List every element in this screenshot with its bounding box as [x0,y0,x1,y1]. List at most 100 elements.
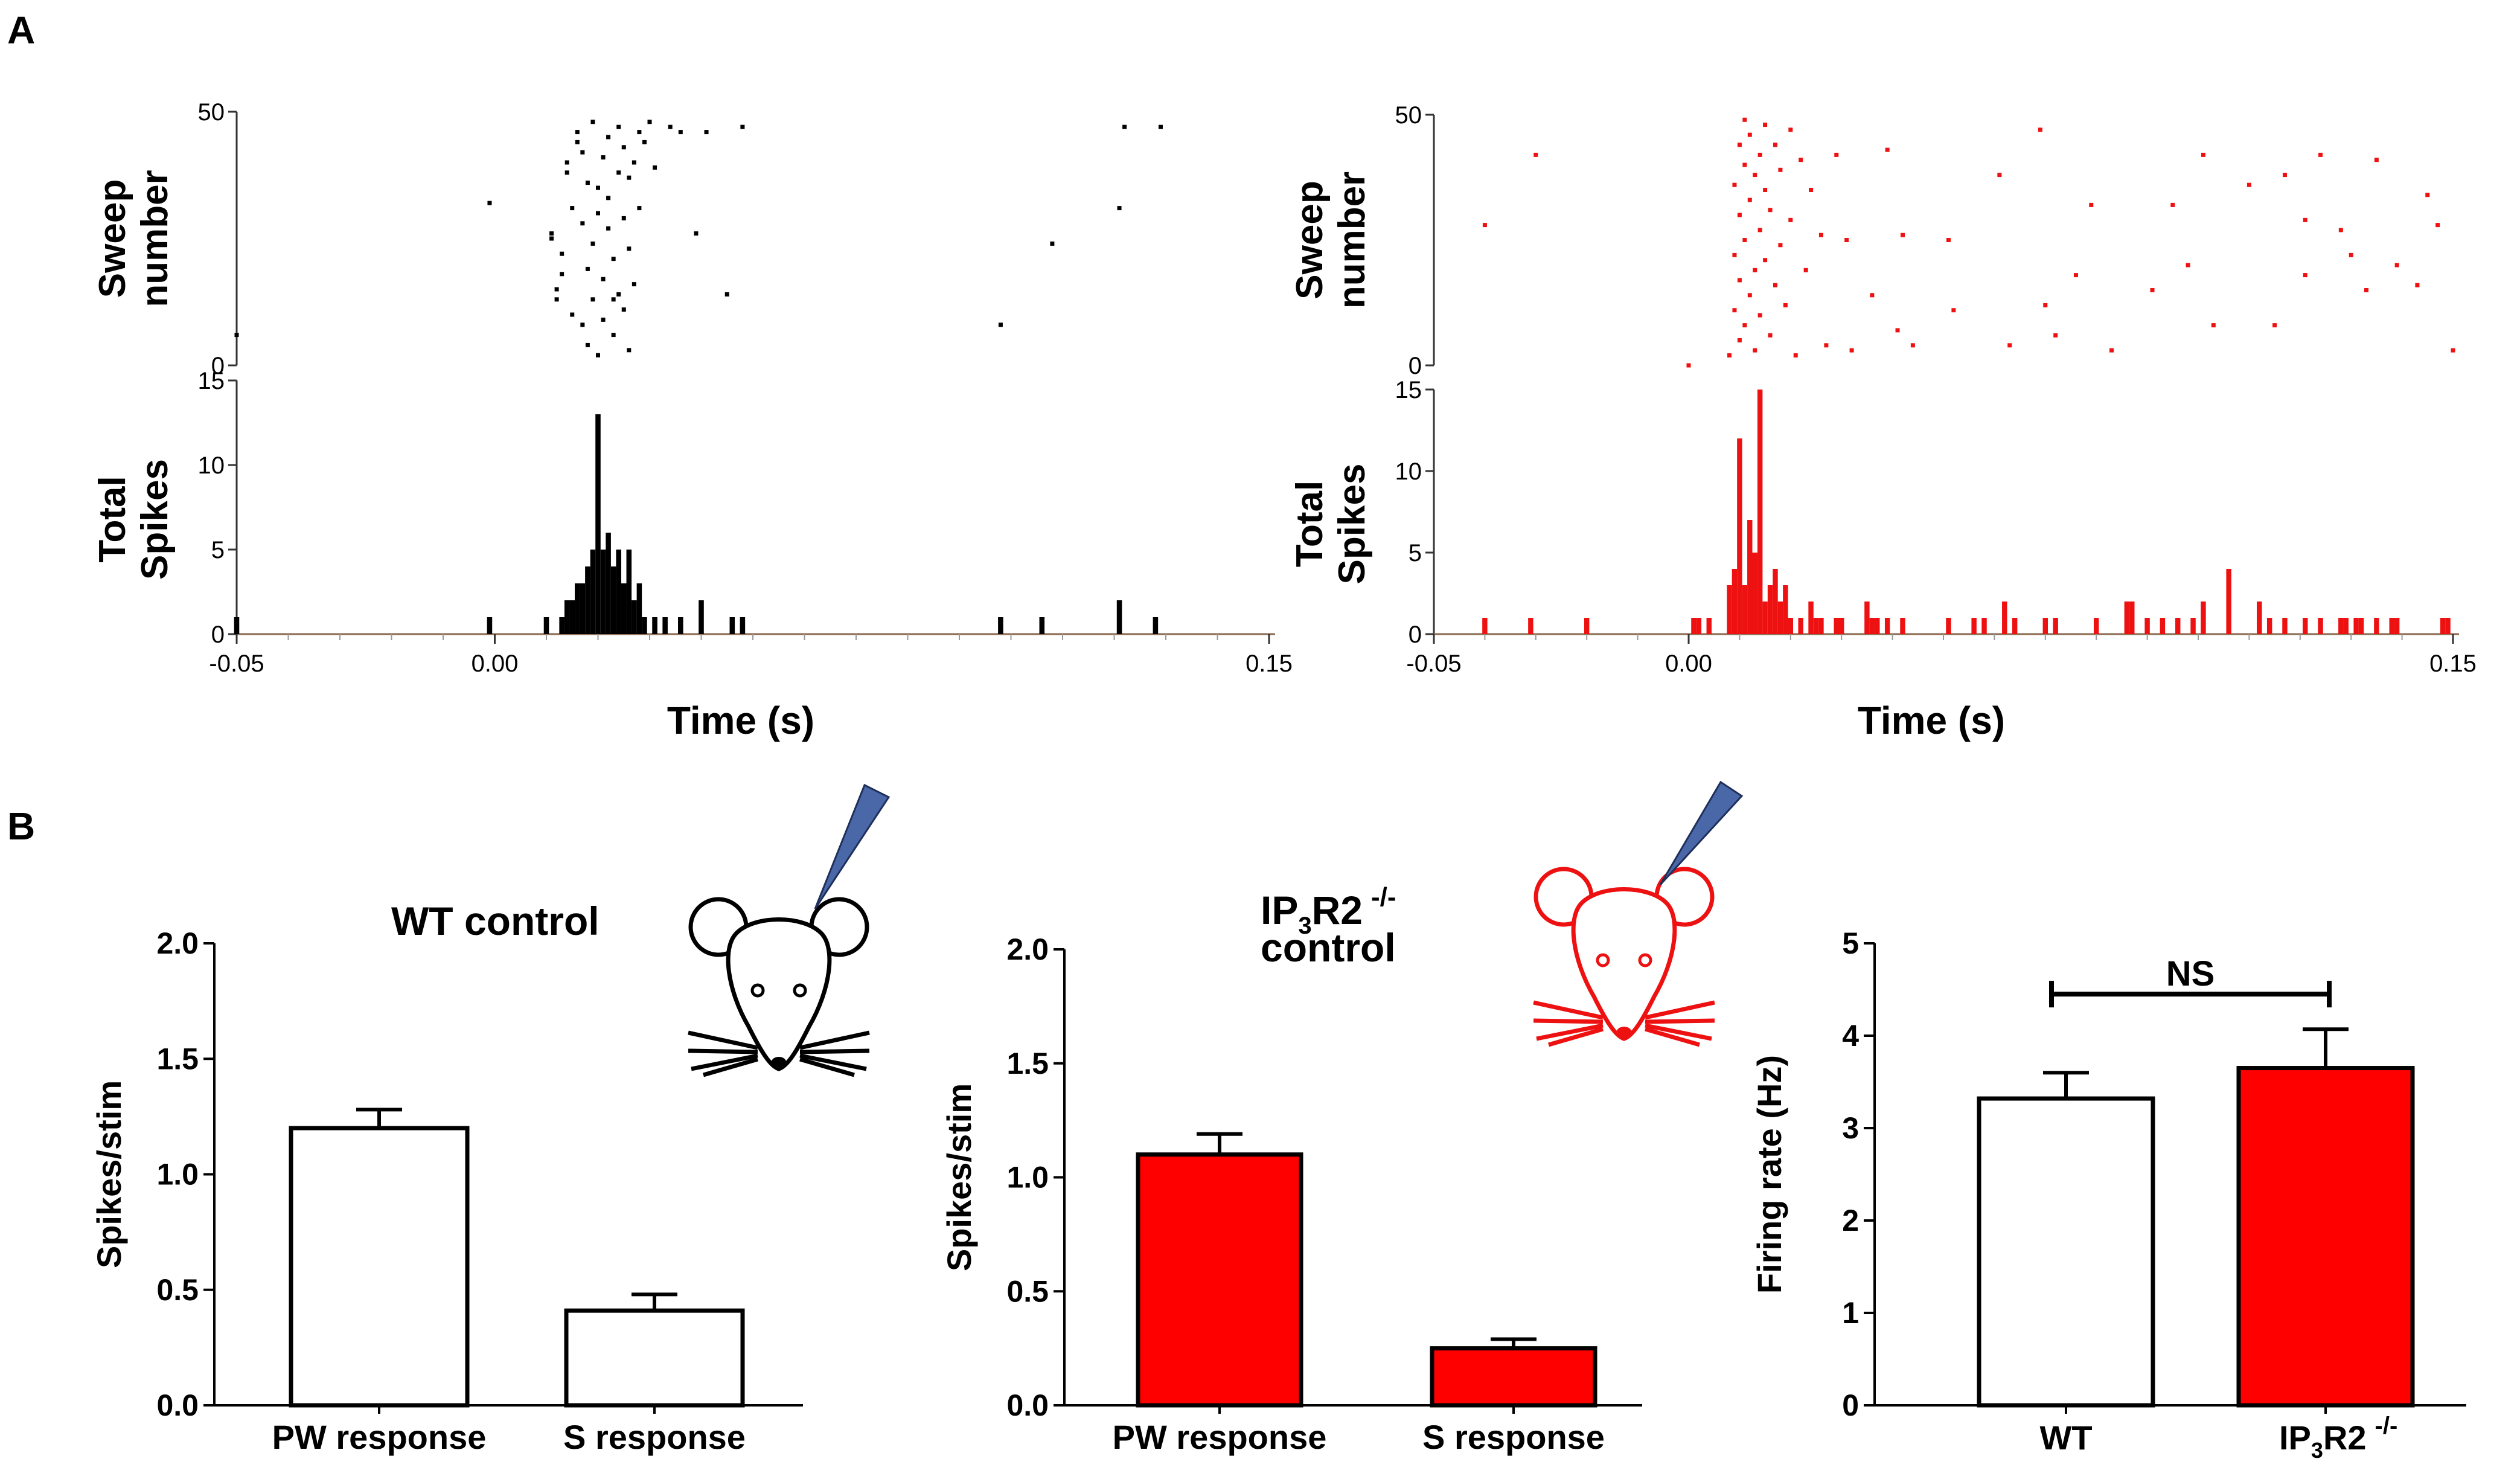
hist_wt-bar [234,617,240,634]
hist_ko-bar [2318,618,2323,634]
raster_wt-spike-dot [606,226,611,231]
raster_wt-spike-dot [611,257,616,261]
ko-title-r2: R2 [1312,888,1363,932]
raster_wt-spike-dot [998,322,1003,327]
bar_ko-y-tick-label: 1.0 [1006,1161,1049,1195]
raster_wt-spike-dot [590,120,595,124]
raster_ko-y-tick-label: 0 [1409,353,1422,379]
raster_ko-spike-dot [2338,228,2343,233]
hist_ko-bar [2129,601,2135,634]
raster_ko-spike-dot [2272,323,2277,328]
bar_rate-ylabel: Firing rate (Hz) [1750,1055,1788,1294]
bar_wt-y-tick-label: 0.5 [156,1273,199,1307]
hist_ko-bar [1732,569,1738,634]
bar_rate-ko-label-part: R2 [2323,1419,2367,1457]
hist_ko-x-tick-label: -0.05 [1406,650,1461,677]
raster_ko-spike-dot [1773,143,1777,147]
hist_wt-bar [616,550,621,634]
hist_ko-bar [2002,601,2007,634]
raster_wt-spike-dot [234,333,239,338]
panel-label-a: A [7,8,35,52]
raster_wt-spike-dot [616,170,621,175]
raster_wt-spike-dot [580,150,585,155]
hist_wt-bar [652,617,657,634]
raster_ko-ylabel-1: Sweep [1289,181,1331,299]
hist_wt-bar [662,617,668,634]
bar_ko-x-tick-label: S response [1422,1418,1605,1456]
raster_ko-spike-dot [1997,173,2002,178]
raster_ko-spike-dot [1732,308,1737,313]
raster_ko-spike-dot [1753,268,1757,272]
raster_ko-spike-dot [1778,167,1783,172]
hist_ko-bar [1691,618,1697,634]
bar_rate-y-tick-label: 4 [1842,1019,1859,1053]
raster_ko-spike-dot [2303,273,2307,278]
hist_wt-y-tick-label: 15 [198,368,225,394]
hist_ko-bar [2201,601,2206,634]
hist_ko-bar [2124,601,2130,634]
raster_wt-spike-dot [564,170,569,175]
raster_wt-spike-dot [621,145,626,150]
raster_ko-spike-dot [1727,353,1732,358]
raster_ko-spike-dot [1747,293,1752,298]
raster_wt-spike-dot [585,181,590,185]
raster_ko-spike-dot [2247,182,2251,187]
raster_wt-spike-dot [575,140,580,144]
raster_ko-spike-dot [1533,152,1538,157]
raster_ko-spike-dot [2282,173,2287,178]
panel-b: 0.0 0.5 1.0 1.5 2.0 Spikes/stim PW response S r… [90,926,2466,1463]
raster_wt-y-tick-label: 50 [198,99,225,126]
hist_wt-xlabel: Time (s) [667,699,814,742]
raster_ko-spike-dot [1742,238,1747,242]
hist_ko-bar [1838,618,1844,634]
hist_ko-bar [1773,569,1778,634]
raster_wt-spike-dot [637,130,642,135]
raster_ko-spike-dot [1482,223,1487,228]
bar_rate-y-tick-label: 3 [1842,1111,1859,1145]
hist_ko-bar [1783,585,1788,634]
hist_ko-bar [2282,618,2288,634]
raster_wt-spike-dot [611,333,616,338]
raster_wt-spike-dot [596,185,600,190]
raster_wt-spike-dot [560,251,564,256]
raster_wt-spike-dot [627,246,632,251]
raster_wt-spike-dot [740,124,745,129]
raster_wt-spike-dot [580,322,585,327]
panel-label-b: B [7,804,35,848]
hist_ko-bar [2389,618,2394,634]
raster_wt-spike-dot [564,160,569,165]
raster_wt-spike-dot [724,292,729,297]
bar_wt-y-tick-label: 1.0 [156,1158,199,1192]
hist_ko-bar [2093,618,2099,634]
raster_ko-spike-dot [2186,263,2190,268]
hist_ko-bar [2445,618,2451,634]
hist_wt-ylabel-1: Total [92,476,133,563]
hist_wt-bar [636,583,642,634]
raster_ko-spike-dot [1742,117,1747,122]
raster_wt-spike-dot [621,216,626,220]
raster_wt-spike-dot [554,297,559,302]
raster_ko-spike-dot [1773,283,1777,287]
raster_wt-spike-dot [621,307,626,312]
hist_wt-bar [543,617,549,634]
raster_wt-spike-dot [611,297,616,302]
hist_ko-bar [2012,618,2018,634]
hist_wt-bar [1116,600,1122,634]
bar_rate-y-tick-label: 1 [1842,1296,1859,1330]
raster_ko-spike-dot [2451,348,2455,353]
raster_ko-spike-dot [2318,152,2323,157]
hist_wt-bar [621,583,627,634]
raster_ko-spike-dot [1788,217,1793,222]
hist_wt-bar [642,617,647,634]
raster_ko-spike-dot [1732,252,1737,257]
raster_ko-spike-dot [1803,268,1808,272]
hist_wt-bar [564,600,570,634]
raster_ko-spike-dot [1849,348,1854,353]
hist_ko-bar [2042,618,2048,634]
hist_ko-bar [2374,618,2379,634]
hist_ko-y-tick-label: 15 [1395,377,1422,403]
raster_ko-spike-dot [1732,182,1737,187]
hist_ko-ylabel-2: Spikes [1331,464,1373,585]
raster_wt-spike-dot [632,160,636,165]
